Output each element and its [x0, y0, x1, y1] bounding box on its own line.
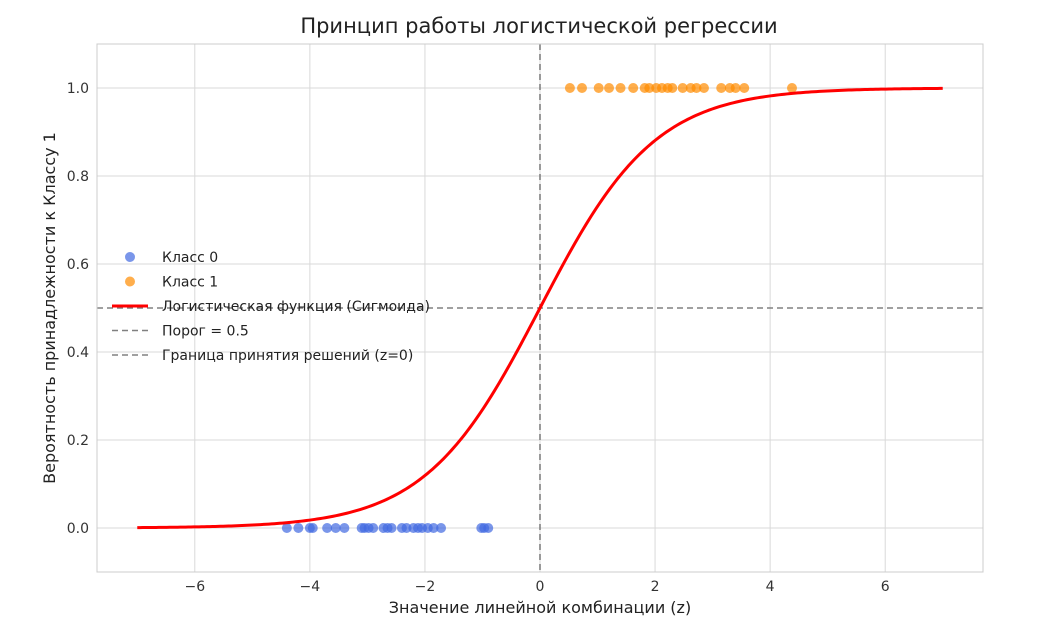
class-1-point	[564, 83, 575, 93]
y-tick-label: 1.0	[67, 81, 89, 97]
legend-label: Порог = 0.5	[162, 324, 249, 340]
legend-entry-class-1: Класс 1	[125, 275, 218, 291]
class-1-point	[593, 83, 604, 93]
class-0-point	[307, 523, 318, 533]
scatter-points	[281, 83, 797, 533]
legend-label: Класс 1	[162, 275, 218, 291]
class-1-point	[716, 83, 727, 93]
class-1-point	[786, 83, 797, 93]
y-tick-label: 0.2	[67, 433, 89, 449]
class-0-point	[386, 523, 397, 533]
legend-entry-threshold: Порог = 0.5	[112, 324, 249, 340]
class-0-point	[401, 523, 412, 533]
legend-marker	[125, 252, 135, 262]
chart-title: Принцип работы логистической регрессии	[300, 14, 777, 38]
y-axis-title: Вероятность принадлежности к Классу 1	[40, 132, 59, 484]
sigmoid-curve	[137, 86, 943, 530]
x-axis-title: Значение линейной комбинации (z)	[389, 598, 691, 617]
y-tick-label: 0.8	[67, 169, 89, 185]
legend-label: Логистическая функция (Сигмоида)	[162, 299, 430, 315]
y-tick-label: 0.4	[67, 345, 89, 361]
x-tick-labels: −6 −4 −2 0 2 4 6	[184, 579, 889, 595]
x-tick-label: −4	[300, 579, 321, 595]
class-1-point	[604, 83, 615, 93]
legend-entry-sigmoid: Логистическая функция (Сигмоида)	[112, 299, 430, 315]
x-tick-label: 6	[881, 579, 890, 595]
x-tick-label: 4	[766, 579, 775, 595]
legend-marker	[125, 276, 135, 287]
legend-entry-class-0: Класс 0	[125, 250, 218, 266]
sigmoid-curve-group	[137, 86, 943, 530]
class-0-point	[483, 523, 494, 533]
y-tick-label: 0.0	[67, 521, 89, 537]
legend-label: Класс 0	[162, 250, 218, 266]
class-1-point	[698, 83, 709, 93]
legend-entry-boundary: Граница принятия решений (z=0)	[112, 348, 413, 364]
class-0-point	[293, 523, 304, 533]
plot-frame	[96, 43, 984, 573]
class-1-point	[739, 83, 750, 93]
class-1-point	[730, 83, 741, 93]
class-0-point	[368, 523, 379, 533]
class-0-point	[436, 523, 447, 533]
class-1-point	[576, 83, 587, 93]
class-1-point	[667, 83, 678, 93]
y-tick-labels: 0.0 0.2 0.4 0.6 0.8 1.0	[67, 81, 89, 537]
class-1-point	[628, 83, 639, 93]
class-1-point	[691, 83, 702, 93]
class-1-point	[615, 83, 626, 93]
class-0-point	[281, 523, 292, 533]
y-tick-label: 0.6	[67, 257, 89, 273]
x-tick-label: 0	[536, 579, 545, 595]
class-0-point	[428, 523, 439, 533]
class-1-point	[644, 83, 655, 93]
x-tick-label: −2	[415, 579, 436, 595]
class-0-point	[322, 523, 333, 533]
class-0-point	[330, 523, 341, 533]
legend: Класс 0 Класс 1 Логистическая функция (Сиг…	[112, 250, 430, 364]
class-1-point	[677, 83, 688, 93]
class-0-point	[339, 523, 350, 533]
x-tick-label: −6	[184, 579, 205, 595]
legend-label: Граница принятия решений (z=0)	[162, 348, 413, 364]
x-tick-label: 2	[651, 579, 660, 595]
